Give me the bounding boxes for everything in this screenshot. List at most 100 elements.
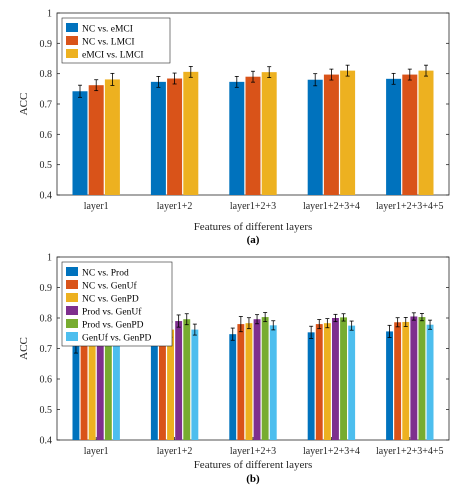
bar	[104, 328, 112, 440]
x-axis-label: Features of different layers	[194, 459, 313, 471]
bar	[426, 324, 434, 440]
bar	[167, 329, 174, 440]
legend-box	[61, 17, 171, 64]
bar	[315, 324, 323, 440]
y-tick-label: 0.4	[40, 436, 53, 447]
bar	[323, 323, 331, 440]
legend-swatch	[66, 23, 78, 32]
bar	[167, 78, 183, 195]
bar	[386, 331, 393, 440]
y-tick-label: 0.6	[40, 130, 53, 141]
legend-entry: Prod vs. GenUf	[82, 307, 142, 318]
y-tick-label: 1	[47, 9, 52, 20]
y-tick-label: 0.6	[40, 375, 53, 386]
y-tick-label: 0.7	[40, 100, 53, 111]
legend-swatch	[66, 306, 78, 315]
legend: NC vs. eMCI NC vs. LMCI eMCI vs. LMCI	[61, 17, 171, 64]
bar	[340, 70, 356, 195]
x-tick-label: layer1+2+3	[230, 201, 276, 212]
legend-swatch	[66, 36, 78, 45]
x-tick-label: layer1	[84, 446, 109, 457]
y-axis-label: ACC	[18, 337, 30, 360]
bar	[402, 321, 410, 440]
y-tick-label: 0.4	[40, 191, 53, 202]
bar	[340, 317, 348, 440]
legend-swatch	[66, 267, 78, 276]
bar	[261, 72, 277, 195]
legend-swatch	[66, 49, 78, 58]
panel-label: (b)	[246, 473, 260, 485]
panel-label: (a)	[247, 234, 260, 246]
bar	[113, 339, 120, 440]
legend-entry: NC vs. Prod	[82, 269, 129, 279]
legend-swatch	[66, 280, 78, 289]
bar	[307, 332, 315, 440]
x-tick-label: layer1+2+3	[230, 446, 276, 457]
bar	[183, 71, 199, 195]
x-tick-label: layer1+2	[157, 446, 193, 457]
y-tick-label: 0.5	[40, 160, 53, 171]
legend-box	[61, 261, 173, 347]
bar	[191, 329, 199, 440]
y-tick-label: 0.7	[40, 344, 53, 355]
bar	[307, 79, 323, 195]
y-axis-label: ACC	[18, 93, 30, 116]
bar	[150, 81, 166, 195]
x-axis-label: Features of different layers	[194, 221, 313, 233]
x-tick-label: layer1+2+3+4+5	[376, 446, 444, 457]
bar	[418, 70, 434, 195]
legend-entry: eMCI vs. LMCI	[82, 51, 144, 61]
bar	[253, 319, 261, 440]
legend-entry: GenUf vs. GenPD	[82, 333, 152, 344]
y-tick-label: 0.5	[40, 405, 53, 416]
bar	[386, 78, 402, 195]
bar	[245, 76, 261, 195]
chart-panel-1: 0.4 0.5 0.6 0.7 0.8 0.9 1 ACC layer1 layer1+2 laye…	[18, 9, 450, 246]
bar	[245, 323, 253, 440]
legend-entry: NC vs. LMCI	[82, 38, 135, 48]
bar	[394, 322, 402, 440]
legend-swatch	[66, 319, 78, 328]
y-tick-label: 0.9	[40, 39, 53, 50]
y-tick-label: 0.8	[40, 69, 53, 80]
bar	[72, 91, 88, 195]
legend-entry: NC vs. GenPD	[82, 295, 139, 305]
bar	[104, 79, 120, 195]
bar	[183, 319, 191, 440]
legend-swatch	[66, 332, 78, 341]
bar	[96, 332, 104, 440]
bar	[237, 324, 245, 440]
bar	[88, 335, 96, 440]
x-tick-label: layer1+2+3+4	[303, 446, 360, 457]
legend-entry: Prod vs. GenPD	[82, 321, 144, 331]
bar	[402, 74, 418, 195]
bar	[150, 337, 158, 440]
x-tick-label: layer1	[84, 201, 109, 212]
bar	[261, 317, 269, 440]
bar	[80, 335, 88, 440]
legend-entry: NC vs. eMCI	[82, 25, 133, 35]
chart-panel-2: 0.4 0.5 0.6 0.7 0.8 0.9 1 ACC layer1 layer1+2 laye…	[18, 253, 450, 485]
y-tick-label: 0.8	[40, 314, 53, 325]
bar	[348, 325, 356, 440]
bar	[410, 316, 418, 440]
bar	[175, 321, 183, 440]
bar	[418, 317, 426, 440]
bar	[88, 85, 104, 195]
legend-entry: NC vs. GenUf	[82, 281, 137, 292]
x-tick-label: layer1+2+3+4+5	[376, 201, 444, 212]
bar	[72, 345, 80, 440]
bar	[158, 325, 166, 440]
x-tick-label: layer1+2	[157, 201, 193, 212]
y-tick-label: 1	[47, 253, 52, 264]
bar	[229, 81, 245, 195]
bar	[332, 318, 339, 440]
y-tick-label: 0.9	[40, 283, 53, 294]
legend: NC vs. Prod NC vs. GenUf NC vs. GenPD Prod …	[61, 261, 173, 347]
x-tick-label: layer1+2+3+4	[303, 201, 360, 212]
bar	[323, 74, 339, 195]
bar	[229, 334, 237, 440]
bar	[269, 325, 277, 440]
legend-swatch	[66, 293, 78, 302]
